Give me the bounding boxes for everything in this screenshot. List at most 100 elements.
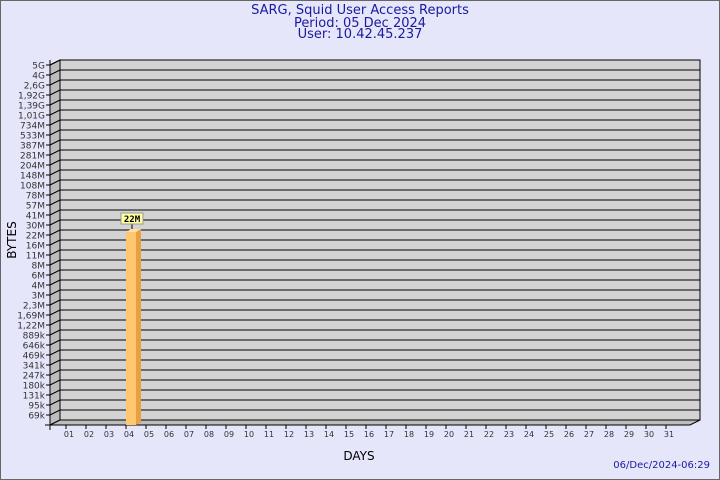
- x-tick-label: 09: [224, 430, 234, 439]
- chart-period: Period: 05 Dec 2024: [293, 16, 427, 31]
- grid-side-line: [49, 399, 61, 406]
- x-tick-label: 13: [304, 430, 314, 439]
- grid-side-line: [49, 99, 61, 106]
- x-tick-label: 03: [104, 430, 114, 439]
- grid-side-line: [49, 299, 61, 306]
- y-tick-label: 1,22M: [17, 322, 45, 332]
- grid-side-line: [49, 179, 61, 186]
- y-tick-label: 41M: [26, 212, 45, 222]
- y-tick-label: 78M: [26, 192, 45, 202]
- grid-side-line: [49, 389, 61, 396]
- grid-side-line: [49, 349, 61, 356]
- y-tick-label: 180k: [23, 382, 46, 392]
- x-tick-label: 15: [344, 430, 354, 439]
- plot-floor: [49, 419, 701, 426]
- grid-side-line: [49, 279, 61, 286]
- grid-side-line: [49, 229, 61, 236]
- y-tick-label: 1,69M: [17, 312, 45, 322]
- chart-title: SARG, Squid User Access Reports: [251, 3, 469, 18]
- grid-side-line: [49, 119, 61, 126]
- y-tick-label: 30M: [26, 222, 45, 232]
- grid-side-line: [49, 199, 61, 206]
- y-tick-label: 387M: [20, 142, 45, 152]
- x-tick-label: 20: [444, 430, 454, 439]
- y-tick-label: 469k: [23, 352, 46, 362]
- x-tick-label: 26: [564, 430, 574, 439]
- y-tick-label: 11M: [26, 252, 45, 262]
- y-tick-label: 646k: [23, 342, 46, 352]
- x-axis-title: DAYS: [343, 449, 374, 463]
- grid-side-line: [49, 219, 61, 226]
- grid-side-line: [49, 89, 61, 96]
- x-tick-label: 01: [64, 430, 74, 439]
- grid-side-line: [49, 259, 61, 266]
- chart-user: User: 10.42.45.237: [297, 27, 423, 42]
- bar: [126, 232, 136, 425]
- y-tick-label: 95k: [28, 402, 45, 412]
- grid-side-line: [49, 189, 61, 196]
- y-tick-label: 57M: [26, 202, 45, 212]
- x-tick-label: 06: [164, 430, 174, 439]
- grid-side-line: [49, 239, 61, 246]
- grid-side-line: [49, 339, 61, 346]
- y-tick-label: 247k: [23, 372, 46, 382]
- grid-side-line: [49, 289, 61, 296]
- y-tick-label: 1,01G: [18, 112, 45, 122]
- y-tick-label: 22M: [26, 232, 45, 242]
- y-tick-label: 2,3M: [23, 302, 45, 312]
- y-tick-label: 533M: [20, 132, 45, 142]
- y-tick-label: 108M: [20, 182, 45, 192]
- bar-top: [126, 229, 141, 232]
- y-tick-label: 4G: [32, 72, 45, 82]
- bar-side: [136, 229, 141, 425]
- x-tick-label: 07: [184, 430, 194, 439]
- x-tick-label: 14: [324, 430, 334, 439]
- x-tick-label: 05: [144, 430, 154, 439]
- y-tick-label: 69k: [28, 412, 45, 422]
- grid-side-line: [49, 319, 61, 326]
- x-tick-label: 23: [504, 430, 514, 439]
- x-tick-label: 04: [124, 430, 134, 439]
- y-tick-label: 734M: [20, 122, 45, 132]
- x-tick-label: 24: [524, 430, 534, 439]
- grid-side-line: [49, 169, 61, 176]
- x-tick-label: 27: [584, 430, 594, 439]
- grid-side-line: [49, 269, 61, 276]
- y-tick-label: 5G: [32, 62, 45, 72]
- y-axis-title: BYTES: [5, 221, 19, 258]
- y-tick-label: 6M: [32, 272, 46, 282]
- grid-side-line: [49, 59, 61, 66]
- y-tick-label: 4M: [32, 282, 46, 292]
- grid-side-line: [49, 329, 61, 336]
- x-tick-label: 17: [384, 430, 394, 439]
- timestamp: 06/Dec/2024-06:29: [613, 460, 710, 471]
- y-tick-label: 3M: [32, 292, 46, 302]
- x-tick-label: 02: [84, 430, 94, 439]
- y-tick-label: 1,39G: [18, 102, 45, 112]
- x-tick-label: 18: [404, 430, 414, 439]
- y-tick-label: 341k: [23, 362, 46, 372]
- x-tick-label: 31: [664, 430, 674, 439]
- grid-side-line: [49, 149, 61, 156]
- grid-side-line: [49, 249, 61, 256]
- y-tick-label: 204M: [20, 162, 45, 172]
- grid-side-line: [49, 129, 61, 136]
- y-tick-label: 2,6G: [24, 82, 45, 92]
- grid-side-line: [49, 209, 61, 216]
- grid-side-line: [49, 109, 61, 116]
- x-tick-label: 28: [604, 430, 614, 439]
- grid-side-line: [49, 309, 61, 316]
- grid-side-line: [49, 159, 61, 166]
- data-label: 22M: [124, 215, 141, 225]
- x-tick-label: 11: [264, 430, 274, 439]
- y-tick-label: 131k: [23, 392, 46, 402]
- y-tick-label: 281M: [20, 152, 45, 162]
- x-tick-label: 21: [464, 430, 474, 439]
- y-tick-label: 8M: [32, 262, 46, 272]
- x-tick-label: 10: [244, 430, 254, 439]
- y-tick-label: 16M: [26, 242, 45, 252]
- grid-side-line: [49, 379, 61, 386]
- y-tick-label: 1,92G: [18, 92, 45, 102]
- x-tick-label: 12: [284, 430, 294, 439]
